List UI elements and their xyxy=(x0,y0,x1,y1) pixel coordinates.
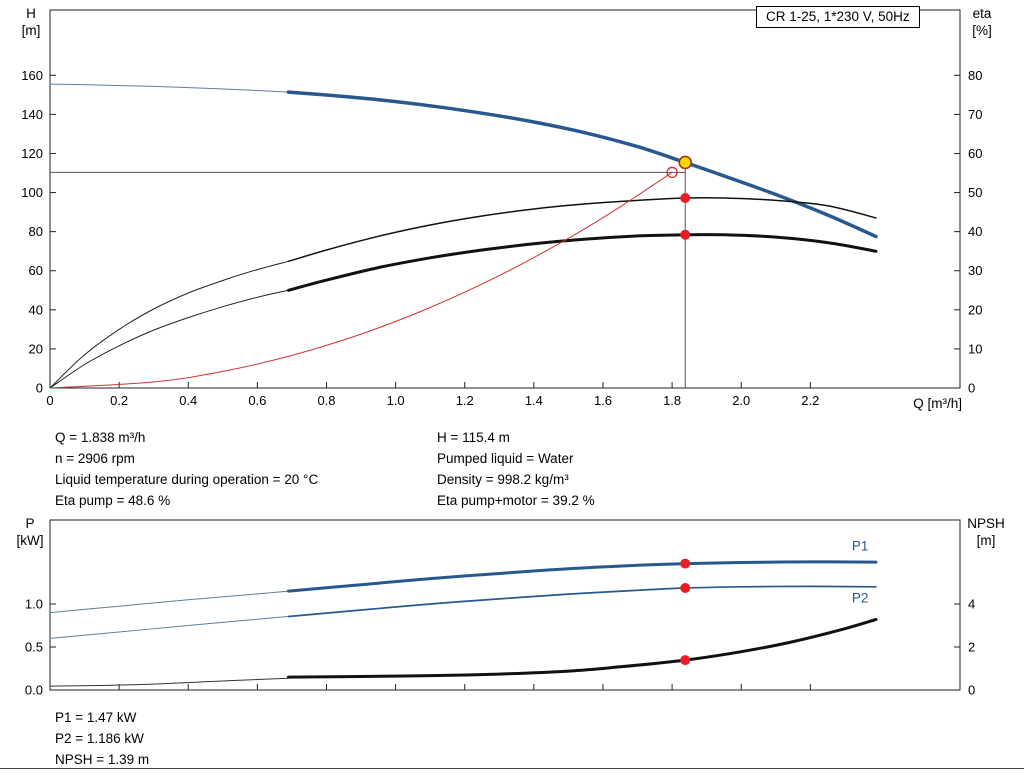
result-p1: P1 = 1.47 kW xyxy=(55,710,137,725)
eta-tick-label: 70 xyxy=(968,107,982,122)
system-curve-curve xyxy=(49,171,673,389)
power-axis-symbol: P xyxy=(25,516,35,531)
info-eta-pump-motor: Eta pump+motor = 39.2 % xyxy=(437,493,595,508)
power-axis-label: P [kW] xyxy=(6,515,54,549)
npsh-duty-marker xyxy=(680,655,691,666)
npsh-curve xyxy=(287,618,878,679)
head-axis-symbol: H xyxy=(26,6,36,21)
eta-tick-label: 10 xyxy=(968,341,982,356)
P-tick-label: 1.0 xyxy=(25,597,43,612)
eta-pump-motor-below-min-flow-curve xyxy=(49,289,289,389)
info-density: Density = 998.2 kg/m³ xyxy=(437,472,569,487)
H-tick-label: 160 xyxy=(21,68,43,83)
x-tick-label: 0 xyxy=(46,393,53,408)
x-tick-label: 2.0 xyxy=(732,393,750,408)
p1-curve xyxy=(287,560,878,593)
H-tick-label: 140 xyxy=(21,107,43,122)
eta-tick-label: 30 xyxy=(968,263,982,278)
power-axis-unit: [kW] xyxy=(16,533,44,548)
p1-curve-label: P1 xyxy=(852,539,869,554)
head-eta-chart[interactable]: 0 0.2 0.4 0.6 0.8 1.0 1.2 1.4 1.6 1.8 2.0 2.2 0 20 40 6… xyxy=(0,0,1024,420)
head-axis-unit: [m] xyxy=(21,23,41,38)
p1-below-min-flow-curve xyxy=(49,590,289,614)
eta-pump-below-min-flow-curve xyxy=(49,260,289,389)
P-tick-label: 0.0 xyxy=(25,683,43,698)
eta-axis-unit: [%] xyxy=(972,23,992,38)
NPSH-tick-label: 2 xyxy=(968,640,975,655)
eta-axis-symbol: eta xyxy=(972,6,992,21)
result-npsh: NPSH = 1.39 m xyxy=(55,752,150,767)
x-tick-label: 1.4 xyxy=(525,393,543,408)
info-head: H = 115.4 m xyxy=(437,430,510,445)
p1-duty-marker xyxy=(680,558,691,569)
eta-tick-label: 20 xyxy=(968,302,982,317)
NPSH-tick-label: 4 xyxy=(968,597,975,612)
info-liquid-temperature: Liquid temperature during operation = 20… xyxy=(55,472,319,487)
operating-point xyxy=(678,155,693,170)
eta-tick-label: 80 xyxy=(968,68,982,83)
p2-duty-marker xyxy=(680,583,691,594)
duty-info-left-column: Q = 1.838 m³/h n = 2906 rpm Liquid tempe… xyxy=(55,427,318,511)
info-pumped-liquid: Pumped liquid = Water xyxy=(437,451,574,466)
flow-axis-label: Q [m³/h] xyxy=(913,396,962,411)
x-tick-label: 1.2 xyxy=(456,393,474,408)
NPSH-tick-label: 0 xyxy=(968,683,975,698)
head-eta-plot-frame xyxy=(49,9,961,389)
eta-tick-label: 50 xyxy=(968,185,982,200)
H-tick-label: 80 xyxy=(29,224,43,239)
P-tick-label: 0.5 xyxy=(25,640,43,655)
bottom-divider xyxy=(0,768,1024,769)
p2-curve xyxy=(287,585,877,618)
requested-duty-point xyxy=(666,166,678,179)
qh-curve xyxy=(286,90,878,239)
npsh-axis-label: NPSH [m] xyxy=(952,515,1020,549)
x-tick-label: 1.0 xyxy=(387,393,405,408)
eta-tick-label: 40 xyxy=(968,224,982,239)
results-block: P1 = 1.47 kW P2 = 1.186 kW NPSH = 1.39 m xyxy=(55,707,149,770)
info-eta-pump: Eta pump = 48.6 % xyxy=(55,493,171,508)
H-tick-label: 100 xyxy=(21,185,43,200)
info-flow: Q = 1.838 m³/h xyxy=(55,430,146,445)
eta-tick-label: 0 xyxy=(968,381,975,396)
p2-below-min-flow-curve xyxy=(49,616,289,639)
eta-tick-label: 60 xyxy=(968,146,982,161)
H-tick-label: 20 xyxy=(29,341,43,356)
H-tick-label: 0 xyxy=(36,381,43,396)
eta-pump-curve xyxy=(287,196,877,263)
eta-axis-label: eta [%] xyxy=(959,5,1005,39)
x-tick-label: 0.2 xyxy=(110,393,128,408)
x-tick-label: 0.6 xyxy=(248,393,266,408)
x-tick-label: 2.2 xyxy=(801,393,819,408)
info-speed: n = 2906 rpm xyxy=(55,451,135,466)
npsh-axis-unit: [m] xyxy=(976,533,996,548)
npsh-below-min-flow-curve xyxy=(49,677,289,687)
H-tick-label: 60 xyxy=(29,263,43,278)
pump-model-box: CR 1-25, 1*230 V, 50Hz xyxy=(756,6,920,28)
x-tick-label: 0.4 xyxy=(179,393,197,408)
x-tick-label: 0.8 xyxy=(317,393,335,408)
H-tick-label: 120 xyxy=(21,146,43,161)
duty-info-right-column: H = 115.4 m Pumped liquid = Water Densit… xyxy=(437,427,595,511)
eta-pump-motor-curve xyxy=(287,233,878,292)
eta-pump-motor-duty-marker xyxy=(680,229,691,240)
power-npsh-chart[interactable]: 0.0 0.5 1.0 0 2 4 P1 P2 xyxy=(0,512,1024,702)
result-p2: P2 = 1.186 kW xyxy=(55,731,144,746)
qh-below-min-flow-curve xyxy=(49,83,289,93)
npsh-axis-symbol: NPSH xyxy=(967,516,1005,531)
H-tick-label: 40 xyxy=(29,302,43,317)
x-tick-label: 1.8 xyxy=(663,393,681,408)
x-tick-label: 1.6 xyxy=(594,393,612,408)
head-axis-label: H [m] xyxy=(9,5,53,39)
p2-curve-label: P2 xyxy=(852,590,869,605)
eta-pump-duty-marker xyxy=(680,193,691,204)
power-npsh-plot-frame xyxy=(49,519,961,691)
